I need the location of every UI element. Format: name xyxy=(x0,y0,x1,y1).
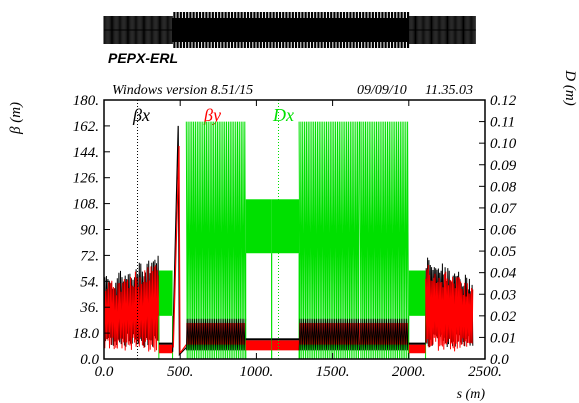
y-left-tick-label: 90. xyxy=(80,223,99,239)
y-left-tick-label: 162. xyxy=(73,119,99,135)
x-tick-label: 2000. xyxy=(392,364,426,380)
y-left-tick-label: 0.0 xyxy=(80,352,99,368)
dx-block xyxy=(408,270,426,316)
y-right-tick-label: 0.03 xyxy=(490,287,516,303)
betay-line xyxy=(425,264,474,352)
x-axis-label: s (m) xyxy=(457,387,486,402)
y-right-tick-label: 0.09 xyxy=(490,158,517,174)
y-left-tick-label: 126. xyxy=(73,171,99,187)
lattice-element-bar xyxy=(103,12,476,48)
dx-block xyxy=(271,199,300,254)
betax-band xyxy=(245,338,272,341)
y-left-tick-label: 108. xyxy=(73,197,99,213)
y-left-tick-label: 180. xyxy=(73,93,99,109)
betay-band xyxy=(408,344,426,354)
y-right-tick-label: 0.0 xyxy=(490,352,509,368)
y-right-tick-label: 0.08 xyxy=(490,179,517,195)
plot-area xyxy=(103,100,474,360)
dx-block xyxy=(158,270,173,316)
x-tick-label: 1000. xyxy=(240,364,274,380)
y-left-tick-label: 36. xyxy=(79,300,99,316)
betax-arc-oscillation xyxy=(185,318,247,351)
y-left-axis-label: β (m) xyxy=(8,102,24,135)
legend-betay: βy xyxy=(203,105,221,125)
legend-betax: βx xyxy=(132,105,150,125)
betax-arc-oscillation xyxy=(298,318,360,351)
y-right-tick-label: 0.05 xyxy=(490,244,517,260)
betay-line xyxy=(103,265,160,352)
betay-peak xyxy=(172,145,187,356)
version-label: Windows version 8.51/15 xyxy=(112,83,253,98)
x-tick-label: 2500. xyxy=(468,364,502,380)
dx-block xyxy=(245,199,272,254)
y-left-tick-label: 72. xyxy=(80,248,99,264)
y-right-tick-label: 0.07 xyxy=(490,201,518,217)
y-left-tick-label: 18.0 xyxy=(73,326,100,342)
betay-band xyxy=(158,344,173,354)
time-label: 11.35.03 xyxy=(425,83,473,98)
y-right-tick-label: 0.04 xyxy=(490,266,517,282)
betax-peak xyxy=(172,125,187,357)
axes: 0.0 500. 1000. 1500. 2000. 2500.0.018.036.54.… xyxy=(73,93,518,380)
lattice-name: PEPX-ERL xyxy=(108,50,178,66)
betay-band xyxy=(271,340,300,351)
x-tick-label: 1500. xyxy=(316,364,350,380)
y-right-tick-label: 0.02 xyxy=(490,309,517,325)
betax-arc-oscillation xyxy=(359,318,409,351)
y-right-tick-label: 0.11 xyxy=(490,115,515,131)
x-tick-label: 500. xyxy=(167,364,193,380)
y-left-tick-label: 144. xyxy=(73,145,99,161)
betax-band xyxy=(408,342,426,345)
betay-band xyxy=(245,340,272,351)
y-left-tick-label: 54. xyxy=(80,274,99,290)
betax-band xyxy=(271,338,300,341)
y-right-tick-label: 0.06 xyxy=(490,223,517,239)
legend-dx: Dx xyxy=(272,105,294,125)
y-right-tick-label: 0.10 xyxy=(490,136,517,152)
y-right-axis-label: D (m) xyxy=(562,69,578,105)
x-tick-label: 0.0 xyxy=(95,364,114,380)
y-right-tick-label: 0.12 xyxy=(490,93,517,109)
date-label: 09/09/10 xyxy=(357,83,407,98)
y-right-tick-label: 0.01 xyxy=(490,330,516,346)
betax-band xyxy=(158,342,173,345)
